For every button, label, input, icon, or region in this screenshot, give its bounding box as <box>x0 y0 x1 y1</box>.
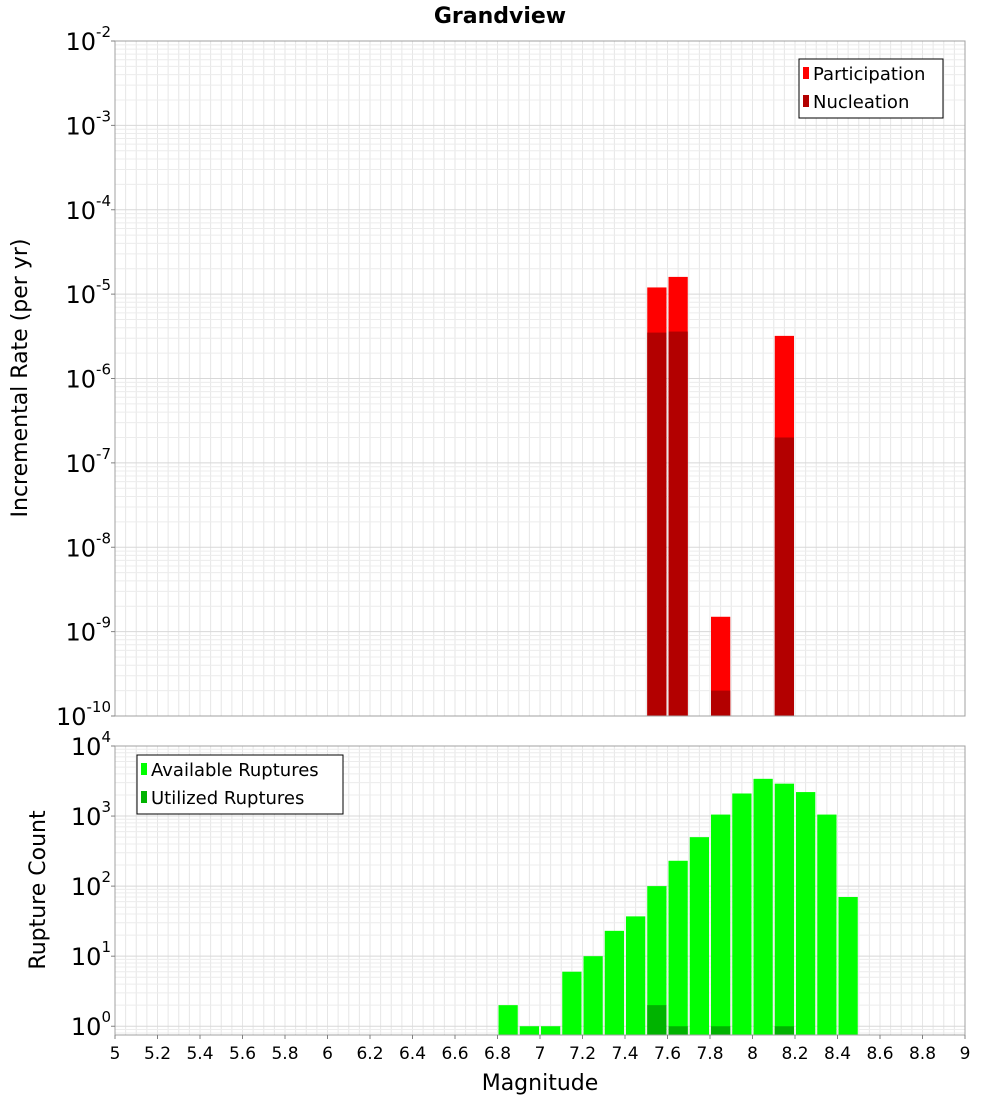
x-tick-label: 5.6 <box>229 1044 256 1064</box>
y-tick-label: 104 <box>71 728 111 761</box>
top-y-ticks: 10-2 10-3 10-4 10-5 10-6 10-7 10-8 10-9 10-10 <box>56 23 115 731</box>
x-tick-label: 7.4 <box>611 1044 638 1064</box>
bar-available-ruptures <box>774 783 794 1035</box>
x-tick-label: 6.8 <box>484 1044 511 1064</box>
x-tick-label: 8.2 <box>781 1044 808 1064</box>
top-legend: Participation Nucleation <box>798 58 944 119</box>
chart-title: Grandview <box>434 4 566 29</box>
bar-utilized-ruptures <box>774 1026 794 1035</box>
bar-utilized-ruptures <box>711 1026 731 1035</box>
top-legend-box <box>798 58 944 119</box>
y-tick-label: 10-6 <box>65 361 111 394</box>
y-tick-label: 10-5 <box>65 276 111 309</box>
bar-available-ruptures <box>562 971 582 1035</box>
x-tick-label: 9 <box>960 1044 971 1064</box>
bottom-bars <box>498 778 858 1035</box>
y-tick-label: 101 <box>71 938 111 971</box>
y-tick-label: 10-7 <box>65 445 111 478</box>
x-tick-label: 5.4 <box>186 1044 213 1064</box>
top-y-axis-label: Incremental Rate (per yr) <box>8 239 33 518</box>
x-tick-label: 6 <box>322 1044 333 1064</box>
bar-available-ruptures <box>583 956 603 1035</box>
bar-available-ruptures <box>541 1026 561 1035</box>
bar-nucleation <box>668 331 688 716</box>
y-tick-label: 100 <box>71 1008 111 1041</box>
legend-swatch-available <box>141 763 147 775</box>
x-tick-label: 8 <box>747 1044 758 1064</box>
bar-nucleation <box>711 690 731 716</box>
y-tick-label: 103 <box>71 798 111 831</box>
bar-available-ruptures <box>817 814 837 1035</box>
x-tick-label: 8.4 <box>824 1044 851 1064</box>
bar-available-ruptures <box>626 916 646 1035</box>
bar-available-ruptures <box>711 814 731 1035</box>
bar-available-ruptures <box>753 778 773 1035</box>
y-tick-label: 10-8 <box>65 529 111 562</box>
x-tick-label: 7 <box>535 1044 546 1064</box>
top-bars <box>647 276 794 716</box>
bottom-y-ticks: 104 103 102 101 100 <box>71 728 115 1041</box>
x-tick-label: 8.8 <box>909 1044 936 1064</box>
y-tick-label: 10-10 <box>56 698 111 731</box>
x-tick-label: 7.8 <box>696 1044 723 1064</box>
x-tick-label: 5.8 <box>271 1044 298 1064</box>
y-tick-label: 10-2 <box>65 23 111 56</box>
x-tick-label: 6.6 <box>441 1044 468 1064</box>
bottom-legend-box <box>136 754 344 815</box>
bar-available-ruptures <box>498 1005 518 1035</box>
bar-utilized-ruptures <box>647 1005 667 1035</box>
x-tick-label: 6.4 <box>399 1044 426 1064</box>
x-axis-label: Magnitude <box>482 1071 599 1096</box>
bar-utilized-ruptures <box>668 1026 688 1035</box>
bar-available-ruptures <box>732 793 752 1035</box>
bar-available-ruptures <box>647 886 667 1035</box>
bar-available-ruptures <box>838 896 858 1035</box>
top-grid <box>114 41 966 717</box>
x-tick-label: 5 <box>110 1044 121 1064</box>
x-tick-label: 8.6 <box>866 1044 893 1064</box>
x-tick-label: 7.6 <box>654 1044 681 1064</box>
bar-nucleation <box>774 437 794 716</box>
legend-label-participation: Participation <box>813 64 925 85</box>
bottom-y-axis-label: Rupture Count <box>26 810 51 970</box>
x-tick-label: 5.2 <box>144 1044 171 1064</box>
legend-swatch-nucleation <box>803 95 809 107</box>
y-tick-label: 10-9 <box>65 614 111 647</box>
y-tick-label: 102 <box>71 868 111 901</box>
legend-label-available: Available Ruptures <box>151 760 319 781</box>
legend-label-nucleation: Nucleation <box>813 92 909 113</box>
bar-available-ruptures <box>689 837 709 1035</box>
y-tick-label: 10-3 <box>65 107 111 140</box>
x-tick-label: 6.2 <box>356 1044 383 1064</box>
x-ticks: 5 5.2 5.4 5.6 5.8 6 6.2 6.4 6.6 6.8 7 7.2 7.4 7.6 7.8 8… <box>110 1035 971 1064</box>
legend-swatch-utilized <box>141 791 147 803</box>
legend-label-utilized: Utilized Ruptures <box>151 788 304 809</box>
bar-available-ruptures <box>668 860 688 1035</box>
bar-available-ruptures <box>519 1026 539 1035</box>
y-tick-label: 10-4 <box>65 192 111 225</box>
bar-available-ruptures <box>604 930 624 1035</box>
x-tick-label: 7.2 <box>569 1044 596 1064</box>
bottom-legend: Available Ruptures Utilized Ruptures <box>136 754 344 815</box>
bar-available-ruptures <box>796 792 816 1035</box>
legend-swatch-participation <box>803 67 809 79</box>
bar-nucleation <box>647 332 667 716</box>
